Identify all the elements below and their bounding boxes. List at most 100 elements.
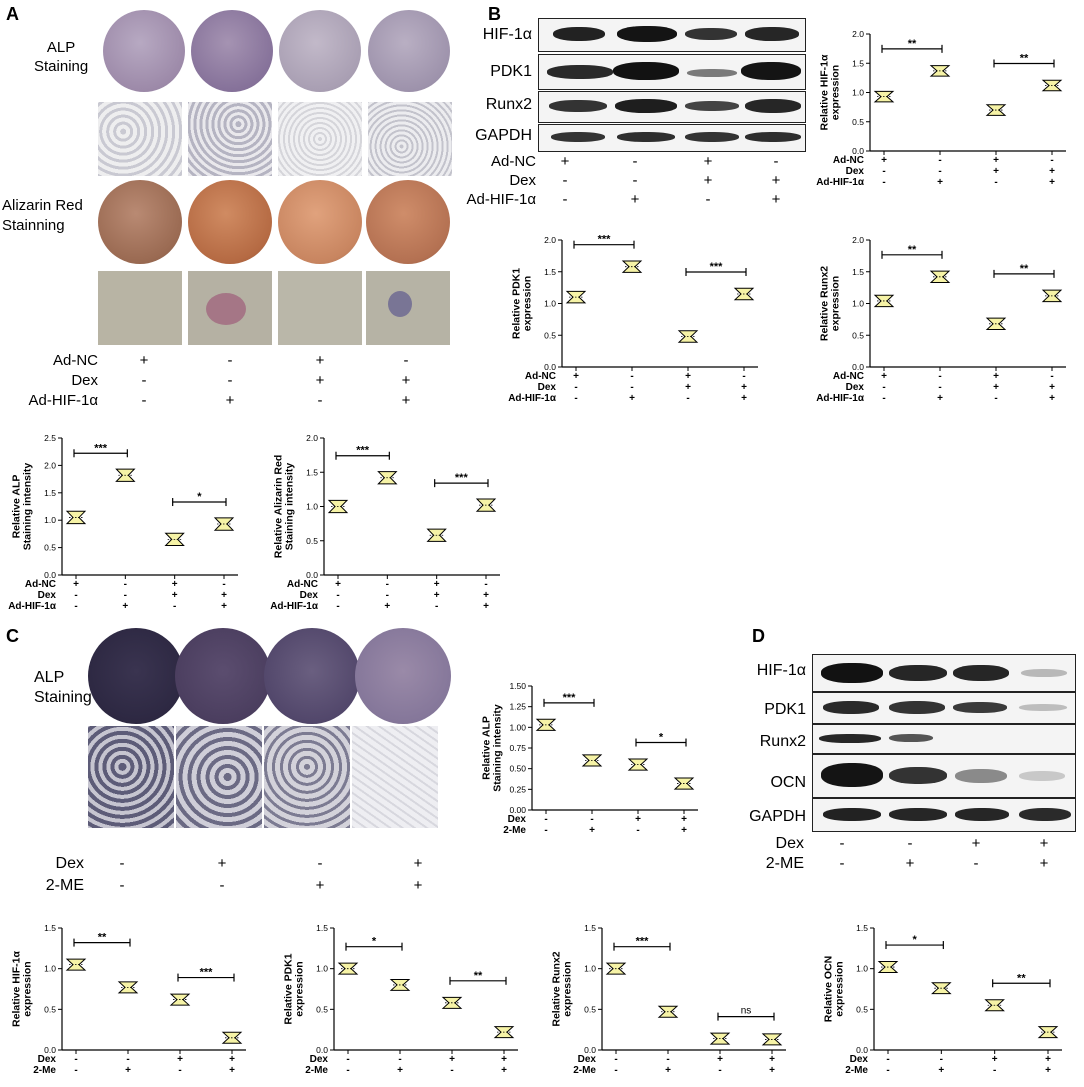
alp-dish-c1 (88, 628, 184, 724)
band (889, 808, 947, 821)
y-axis-label-line: Relative HIF-1α (11, 951, 23, 1027)
cond-label-a-1: Dex (71, 372, 98, 389)
cond-cell: + (401, 372, 411, 389)
cond-cell: + (703, 153, 713, 170)
chart-a-alp: 0.0 0.5 1.0 1.5 2.0 2.5 Relative ALP Staining i… (8, 433, 238, 612)
sig-label: *** (710, 261, 724, 273)
y-tick-label: 0.5 (44, 543, 56, 553)
y-axis-label: Relative PDK1 expression (511, 268, 534, 339)
blot-strip-d-ocn (812, 754, 1076, 798)
sig-label: * (372, 936, 377, 948)
alp-micro-c1 (88, 726, 174, 828)
cond-row-label: Dex (578, 1054, 597, 1065)
band (685, 101, 739, 111)
blot-strip-d-gapdh (812, 798, 1076, 832)
cond-row-label: Dex (38, 1054, 57, 1065)
cond-row-cell: + (1049, 177, 1055, 188)
y-tick-label: 0.5 (852, 117, 864, 127)
blot-label-d-3: OCN (770, 774, 806, 791)
cond-cell: - (705, 191, 711, 208)
ar-micro-a4 (366, 271, 450, 345)
y-tick-label: 0.25 (509, 784, 526, 794)
blot-strip-b-pdk (538, 54, 806, 90)
cond-cell: + (905, 855, 915, 872)
cond-cell: - (907, 835, 913, 852)
cond-row-label: Dex (38, 590, 57, 601)
y-tick-label: 0.0 (44, 1045, 56, 1055)
y-axis-label: Relative PDK1 expression (283, 953, 306, 1024)
cond-cell: - (839, 855, 845, 872)
y-tick-label: 0.0 (44, 570, 56, 580)
band (615, 99, 677, 113)
cond-cell: + (771, 191, 781, 208)
y-tick-label: 0.5 (584, 1004, 596, 1014)
sig-label: * (659, 732, 664, 744)
blot-strip-b-hif (538, 18, 806, 52)
cond-row-cell: - (590, 814, 593, 825)
cond-row-label: Ad-NC (833, 155, 864, 166)
y-axis-label-line: expression (294, 961, 306, 1016)
blot-strip-d-pdk (812, 692, 1076, 724)
sig-label: *** (563, 692, 577, 704)
alp-dish-a4 (368, 10, 450, 92)
cond-label-b-2: Ad-HIF-1α (466, 191, 536, 208)
y-tick-label: 0.5 (44, 1004, 56, 1014)
y-tick-label: 0.0 (306, 570, 318, 580)
y-tick-label: 1.5 (44, 488, 56, 498)
panel-letter-c: C (6, 626, 19, 646)
cond-row-cell: + (937, 177, 943, 188)
cond-row-cell: - (544, 814, 547, 825)
y-tick-label: 2.0 (852, 29, 864, 39)
cond-row-cell: - (614, 1065, 617, 1076)
cond-row-cell: + (397, 1065, 403, 1076)
y-tick-label: 0.5 (544, 330, 556, 340)
cond-row-label: Dex (508, 814, 527, 825)
band (551, 132, 605, 142)
cond-row-cell: + (938, 1065, 944, 1076)
cond-cell: - (141, 372, 147, 389)
panel-letter-d: D (752, 626, 765, 646)
band (823, 808, 881, 821)
y-tick-label: 1.5 (584, 923, 596, 933)
y-tick-label: 1.5 (316, 923, 328, 933)
band (685, 132, 739, 142)
cond-cell: - (973, 855, 979, 872)
cond-row-cell: + (335, 579, 341, 590)
cond-row-label: Dex (538, 382, 557, 393)
y-tick-label: 0.0 (856, 1045, 868, 1055)
cond-cell: - (317, 392, 323, 409)
cond-row-cell: - (666, 1054, 669, 1065)
cond-row-label: Ad-HIF-1α (816, 177, 865, 188)
cond-row-cell: + (449, 1054, 455, 1065)
cond-row-cell: + (573, 371, 579, 382)
cond-row-cell: + (741, 382, 747, 393)
y-tick-label: 1.50 (509, 681, 526, 691)
y-tick-label: 1.5 (544, 267, 556, 277)
y-tick-label: 1.0 (584, 964, 596, 974)
cond-row-cell: - (938, 166, 941, 177)
cond-row-cell: - (742, 371, 745, 382)
cond-row-cell: + (992, 1054, 998, 1065)
blot-strip-d-hif (812, 654, 1076, 692)
sig-label: ** (1020, 263, 1029, 275)
cond-row-cell: - (993, 1065, 996, 1076)
band (741, 62, 801, 80)
band (821, 763, 883, 787)
ar-dish-a4 (366, 180, 450, 264)
sig-label: * (197, 491, 202, 503)
cond-row-label: 2-Me (845, 1065, 868, 1076)
y-axis-label-line: expression (562, 961, 574, 1016)
cond-row-cell: + (769, 1065, 775, 1076)
cond-row-label: Dex (310, 1054, 329, 1065)
alizarin-label-a: Alizarin Red Stainning (2, 196, 83, 236)
sig-label: *** (636, 936, 650, 948)
y-tick-label: 0.50 (509, 764, 526, 774)
cond-row-cell: + (221, 590, 227, 601)
cond-row-cell: - (124, 579, 127, 590)
cond-row-cell: - (886, 1065, 889, 1076)
cond-row-cell: + (881, 371, 887, 382)
blot-label-d-0: HIF-1α (756, 662, 806, 679)
blot-label-b-1: PDK1 (490, 63, 532, 80)
cond-cell: + (315, 372, 325, 389)
